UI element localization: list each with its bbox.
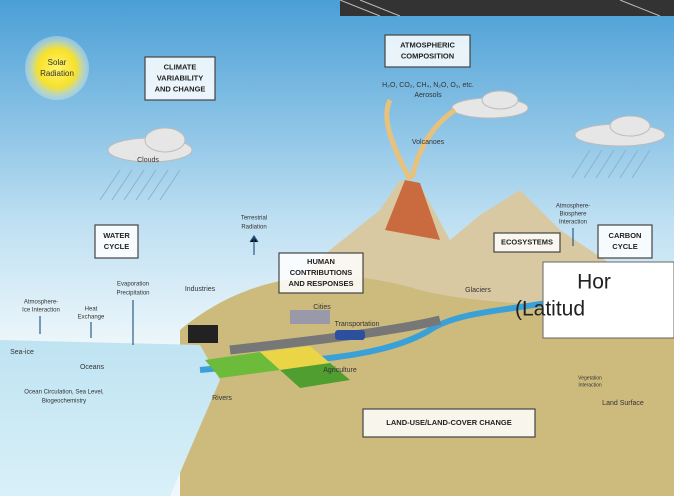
label: Volcanoes [412,139,445,146]
label: Aerosols [414,92,442,99]
label: H₂O, CO₂, CH₄, N₂O, O₃, etc. [382,82,474,89]
box-label: CONTRIBUTIONS [290,268,353,277]
box-label: CYCLE [612,242,637,251]
overlay-text: Hor [577,271,611,294]
box-label: LAND-USE/LAND-COVER CHANGE [386,418,511,427]
box-label: CARBON [609,231,642,240]
arrows [39,228,574,345]
sun [25,36,89,100]
box-label: CYCLE [104,242,129,251]
label: Agriculture [323,367,357,374]
box-label: VARIABILITY [157,73,204,82]
label: Biosphere [559,212,587,218]
label: Clouds [137,157,159,164]
label: Heat [85,307,98,313]
label: Cities [313,304,331,311]
car [335,330,365,340]
ocean [0,340,220,496]
box-label: ECOSYSTEMS [501,237,553,246]
label-box [493,232,561,253]
label: Industries [185,286,216,293]
label: Oceans [80,364,105,371]
city [290,310,330,324]
rain [99,149,651,201]
label: Ocean Circulation, Sea Level, [24,390,104,396]
volcano [385,180,440,240]
label: Land Surface [602,400,644,407]
box-label: AND CHANGE [155,84,206,93]
label: Terrestrial [241,216,267,222]
label-box [362,408,536,438]
eruption [384,98,457,182]
label: Atmosphere- [556,204,590,210]
label: Radiation [40,69,74,78]
box-label: WATER [103,231,130,240]
label: Vegetation [578,375,602,381]
top-photo-strip [340,0,674,16]
label-box [597,224,653,259]
box-label: ATMOSPHERIC [400,40,455,49]
label: Exchange [78,315,105,321]
label: Atmosphere- [24,300,58,306]
label: Sea-ice [10,349,34,356]
label: Glaciers [465,287,491,294]
box-label: COMPOSITION [401,51,454,60]
top-strip-lines [339,0,661,17]
factory [188,325,218,343]
label: Interaction [578,382,602,388]
label: Ice Interaction [22,308,60,314]
clouds [107,90,666,163]
overlay-text: (Latitud [515,298,585,321]
label: Transportation [335,321,380,328]
label: Biogeochemistry [42,399,86,405]
box-label: CLIMATE [164,62,197,71]
box-label: HUMAN [307,257,335,266]
overlay-box [542,261,674,339]
label: Rivers [212,395,232,402]
fields [205,346,350,388]
label-box [94,224,139,259]
box-label: AND RESPONSES [288,279,353,288]
label: Solar [48,58,67,67]
label-box [144,56,216,101]
label-box [278,252,364,294]
label: Radiation [241,225,266,231]
label: Precipitation [116,291,149,297]
label: Evaporation [117,282,149,288]
label: Interaction [559,220,587,226]
label-box [384,34,471,68]
